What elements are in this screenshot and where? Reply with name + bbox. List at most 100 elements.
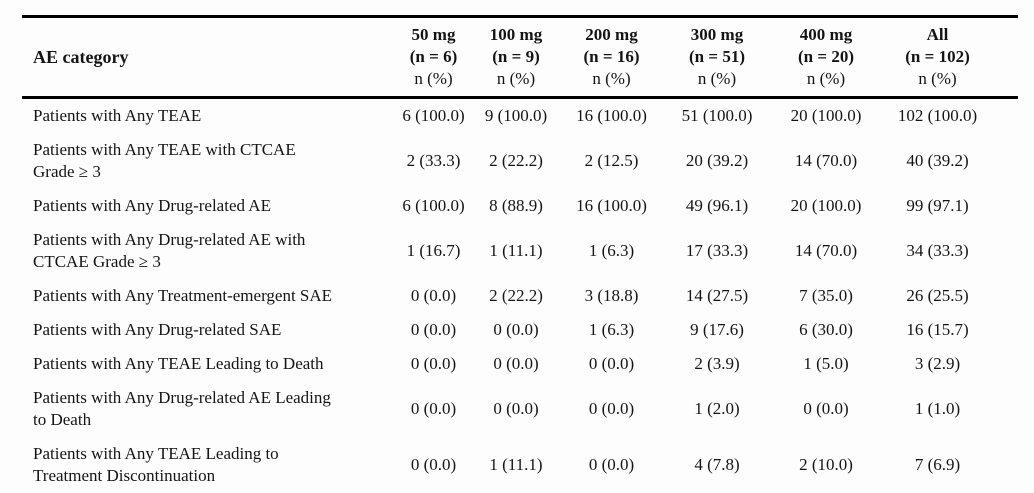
cell-value: 2 (12.5) [560, 133, 663, 189]
table-row-drug-related-ae-death: Patients with Any Drug-related AE Leadin… [22, 381, 1018, 437]
cell-value: 8 (88.9) [472, 189, 560, 223]
cell-value: 0 (0.0) [472, 313, 560, 347]
row-category: Patients with Any Drug-related AE with C… [22, 223, 395, 279]
cell-value: 0 (0.0) [771, 381, 881, 437]
header-col-200mg: 200 mg (n = 16) n (%) [560, 17, 663, 98]
table-row-teae-grade3: Patients with Any TEAE with CTCAE Grade … [22, 133, 1018, 189]
cell-value: 26 (25.5) [881, 279, 1018, 313]
cell-value: 1 (11.1) [472, 223, 560, 279]
dose-label: All [881, 24, 994, 46]
cell-value: 0 (0.0) [395, 279, 472, 313]
header-col-all: All (n = 102) n (%) [881, 17, 1018, 98]
header-row: AE category 50 mg (n = 6) n (%) 100 mg (… [22, 17, 1018, 98]
dose-label: 400 mg [771, 24, 881, 46]
cell-value: 14 (70.0) [771, 223, 881, 279]
n-label: (n = 51) [663, 46, 771, 68]
cell-value: 34 (33.3) [881, 223, 1018, 279]
cell-value: 2 (3.9) [663, 347, 771, 381]
cell-value: 1 (6.3) [560, 223, 663, 279]
table-row-teae-discontinuation: Patients with Any TEAE Leading to Treatm… [22, 437, 1018, 493]
unit-label: n (%) [560, 68, 663, 90]
unit-label: n (%) [881, 68, 994, 90]
cell-value: 1 (5.0) [771, 347, 881, 381]
cell-value: 20 (100.0) [771, 189, 881, 223]
cell-value: 16 (100.0) [560, 98, 663, 134]
cell-value: 9 (17.6) [663, 313, 771, 347]
table-row-drug-related-ae: Patients with Any Drug-related AE 6 (100… [22, 189, 1018, 223]
cell-value: 49 (96.1) [663, 189, 771, 223]
table-row-treatment-emergent-sae: Patients with Any Treatment-emergent SAE… [22, 279, 1018, 313]
cell-value: 14 (27.5) [663, 279, 771, 313]
header-col-100mg: 100 mg (n = 9) n (%) [472, 17, 560, 98]
table-body: Patients with Any TEAE 6 (100.0) 9 (100.… [22, 98, 1018, 493]
cell-value: 40 (39.2) [881, 133, 1018, 189]
cell-value: 2 (10.0) [771, 437, 881, 493]
cell-value: 20 (100.0) [771, 98, 881, 134]
n-label: (n = 9) [472, 46, 560, 68]
cell-value: 0 (0.0) [560, 381, 663, 437]
cell-value: 2 (22.2) [472, 279, 560, 313]
header-col-50mg: 50 mg (n = 6) n (%) [395, 17, 472, 98]
row-category: Patients with Any Drug-related AE Leadin… [22, 381, 395, 437]
cell-value: 6 (30.0) [771, 313, 881, 347]
cell-value: 0 (0.0) [395, 313, 472, 347]
cell-value: 2 (33.3) [395, 133, 472, 189]
n-label: (n = 102) [881, 46, 994, 68]
cell-value: 20 (39.2) [663, 133, 771, 189]
unit-label: n (%) [395, 68, 472, 90]
cell-value: 6 (100.0) [395, 189, 472, 223]
n-label: (n = 20) [771, 46, 881, 68]
cell-value: 0 (0.0) [560, 437, 663, 493]
cell-value: 0 (0.0) [395, 347, 472, 381]
table-row-teae-death: Patients with Any TEAE Leading to Death … [22, 347, 1018, 381]
cell-value: 1 (2.0) [663, 381, 771, 437]
row-category: Patients with Any Treatment-emergent SAE [22, 279, 395, 313]
cell-value: 17 (33.3) [663, 223, 771, 279]
unit-label: n (%) [771, 68, 881, 90]
dose-label: 200 mg [560, 24, 663, 46]
cell-value: 6 (100.0) [395, 98, 472, 134]
dose-label: 300 mg [663, 24, 771, 46]
cell-value: 14 (70.0) [771, 133, 881, 189]
cell-value: 0 (0.0) [560, 347, 663, 381]
unit-label: n (%) [472, 68, 560, 90]
table-row-drug-related-ae-grade3: Patients with Any Drug-related AE with C… [22, 223, 1018, 279]
header-col-300mg: 300 mg (n = 51) n (%) [663, 17, 771, 98]
cell-value: 2 (22.2) [472, 133, 560, 189]
cell-value: 0 (0.0) [472, 347, 560, 381]
table-row-any-teae: Patients with Any TEAE 6 (100.0) 9 (100.… [22, 98, 1018, 134]
row-category: Patients with Any TEAE Leading to Treatm… [22, 437, 395, 493]
cell-value: 7 (6.9) [881, 437, 1018, 493]
cell-value: 16 (100.0) [560, 189, 663, 223]
cell-value: 3 (2.9) [881, 347, 1018, 381]
row-category: Patients with Any TEAE Leading to Death [22, 347, 395, 381]
unit-label: n (%) [663, 68, 771, 90]
cell-value: 3 (18.8) [560, 279, 663, 313]
header-col-400mg: 400 mg (n = 20) n (%) [771, 17, 881, 98]
dose-label: 100 mg [472, 24, 560, 46]
cell-value: 1 (1.0) [881, 381, 1018, 437]
row-category: Patients with Any Drug-related AE [22, 189, 395, 223]
ae-summary-table-container: AE category 50 mg (n = 6) n (%) 100 mg (… [22, 15, 1018, 493]
row-category: Patients with Any Drug-related SAE [22, 313, 395, 347]
table-row-drug-related-sae: Patients with Any Drug-related SAE 0 (0.… [22, 313, 1018, 347]
cell-value: 1 (6.3) [560, 313, 663, 347]
cell-value: 4 (7.8) [663, 437, 771, 493]
cell-value: 16 (15.7) [881, 313, 1018, 347]
cell-value: 51 (100.0) [663, 98, 771, 134]
row-category: Patients with Any TEAE with CTCAE Grade … [22, 133, 395, 189]
n-label: (n = 6) [395, 46, 472, 68]
cell-value: 9 (100.0) [472, 98, 560, 134]
cell-value: 0 (0.0) [472, 381, 560, 437]
n-label: (n = 16) [560, 46, 663, 68]
cell-value: 1 (11.1) [472, 437, 560, 493]
cell-value: 0 (0.0) [395, 437, 472, 493]
row-category: Patients with Any TEAE [22, 98, 395, 134]
ae-summary-table: AE category 50 mg (n = 6) n (%) 100 mg (… [22, 15, 1018, 493]
cell-value: 102 (100.0) [881, 98, 1018, 134]
cell-value: 7 (35.0) [771, 279, 881, 313]
cell-value: 99 (97.1) [881, 189, 1018, 223]
cell-value: 0 (0.0) [395, 381, 472, 437]
table-header: AE category 50 mg (n = 6) n (%) 100 mg (… [22, 17, 1018, 98]
dose-label: 50 mg [395, 24, 472, 46]
